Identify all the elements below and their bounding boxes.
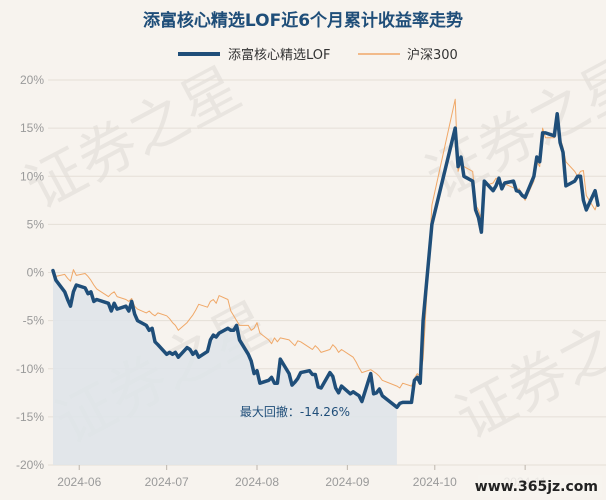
y-tick-label: -20% xyxy=(16,458,44,472)
y-tick-label: 15% xyxy=(20,121,44,135)
watermark-text-1: 证券之星 xyxy=(15,53,252,222)
legend-label-fund: 添富核心精选LOF xyxy=(228,47,331,63)
x-tick-label: 2024-10 xyxy=(413,475,457,489)
brand-background xyxy=(478,475,602,497)
x-tick-label: 2024-06 xyxy=(57,475,101,489)
series-line-fund xyxy=(51,111,600,410)
legend-label-hs300: 沪深300 xyxy=(407,47,458,63)
chart-title: 添富核心精选LOF近6个月累计收益率走势 xyxy=(143,10,463,31)
max-drawdown-label: 最大回撤：-14.26% xyxy=(240,404,350,419)
y-axis-ticks: 20% 15% 10% 5% 0% -5% -10% -15% -20% xyxy=(16,73,44,472)
brand-text: www.365jz.com xyxy=(475,479,598,495)
x-tick-label: 2024-08 xyxy=(235,475,279,489)
x-tick-label: 2024-09 xyxy=(325,475,369,489)
y-tick-label: -5% xyxy=(23,314,45,328)
y-tick-label: 5% xyxy=(27,217,45,231)
x-axis-ticks: 2024-062024-072024-082024-092024-102024-… xyxy=(57,465,547,489)
y-tick-label: 20% xyxy=(20,73,44,87)
legend: 添富核心精选LOF 沪深300 xyxy=(178,47,458,63)
y-tick-label: 10% xyxy=(20,169,44,183)
y-tick-label: -15% xyxy=(16,410,44,424)
y-tick-label: 0% xyxy=(27,266,45,280)
max-drawdown-area xyxy=(53,270,397,465)
brand-watermark: www.365jz.com xyxy=(475,475,602,497)
y-tick-label: -10% xyxy=(16,362,44,376)
watermark-text-4: 证券之星 xyxy=(445,283,606,452)
x-tick-label: 2024-07 xyxy=(145,475,189,489)
